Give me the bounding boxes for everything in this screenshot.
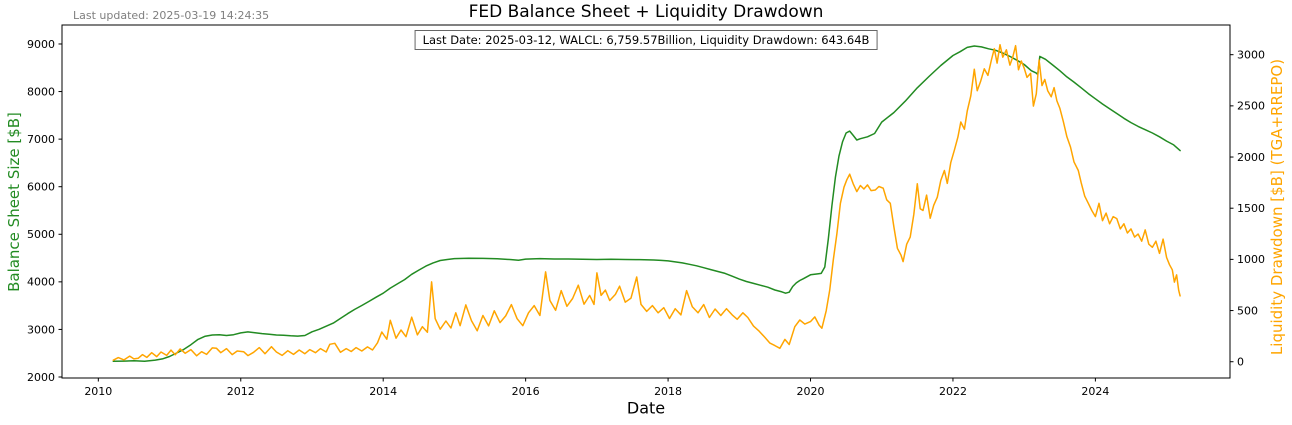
y-left-tick-label: 7000 [27, 133, 55, 146]
y-left-tick-label: 8000 [27, 85, 55, 98]
y-right-tick-label: 1500 [1237, 202, 1265, 215]
y-left-tick-label: 5000 [27, 228, 55, 241]
y-left-tick-label: 6000 [27, 181, 55, 194]
last-updated-text: Last updated: 2025-03-19 14:24:35 [73, 9, 270, 22]
x-tick-label: 2014 [369, 385, 397, 398]
balance-sheet-line [112, 45, 1181, 363]
y-left-tick-label: 4000 [27, 276, 55, 289]
y-right-tick-label: 500 [1237, 304, 1258, 317]
y-axis-label-left: Balance Sheet Size [$B] [5, 112, 23, 292]
y-right-tick-label: 2500 [1237, 100, 1265, 113]
y-right-tick-label: 2000 [1237, 151, 1265, 164]
y-left-tick-label: 3000 [27, 323, 55, 336]
x-tick-label: 2022 [939, 385, 967, 398]
x-tick-label: 2018 [654, 385, 682, 398]
x-tick-label: 2010 [84, 385, 112, 398]
y-right-tick-label: 1000 [1237, 253, 1265, 266]
chart-title: FED Balance Sheet + Liquidity Drawdown [468, 2, 824, 22]
x-tick-label: 2024 [1081, 385, 1109, 398]
y-left-tick-label: 2000 [27, 371, 55, 384]
y-right-tick-label: 3000 [1237, 49, 1265, 62]
y-axis-label-right: Liquidity Drawdown [$B] (TGA+RREPO) [1268, 58, 1286, 356]
last-date-annotation: Last Date: 2025-03-12, WALCL: 6,759.57Bi… [414, 30, 878, 50]
x-tick-label: 2020 [797, 385, 825, 398]
y-left-tick-label: 9000 [27, 38, 55, 51]
x-tick-label: 2016 [512, 385, 540, 398]
y-right-tick-label: 0 [1237, 356, 1244, 369]
x-tick-label: 2012 [227, 385, 255, 398]
liquidity-drawdown-line [112, 43, 1181, 361]
axes-frame [61, 24, 1231, 379]
x-axis-label: Date [626, 398, 666, 418]
